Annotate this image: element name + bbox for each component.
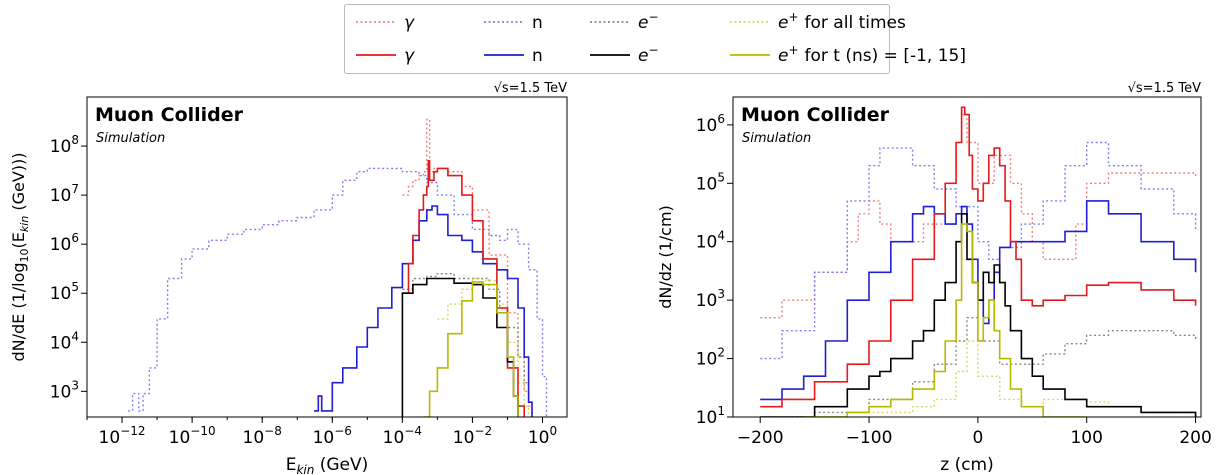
legend-label: e− [638,43,659,66]
y-tick-label: 103 [696,287,725,311]
energy-label: √s=1.5 TeV [494,81,567,96]
x-tick-label: −200 [737,428,784,448]
y-tick-label: 105 [50,280,79,304]
legend-label: e+ for all times [778,10,906,33]
legend-label: γ [404,46,415,66]
x-tick-label: 10−12 [99,424,146,448]
x-tick-label: 100 [528,424,557,448]
x-tick-label: 10−8 [243,424,282,448]
series-e-_all-right [760,317,1197,417]
series-e+_all-left [437,277,530,417]
series-gamma_t-right [760,106,1197,408]
y-tick-label: 104 [50,329,79,353]
series-gamma_all-right [760,113,1197,319]
series-n_t-left [314,205,533,417]
y-tick-label: 101 [696,404,725,428]
y-axis-label: dN/dE (1/log10(Ekin (GeV))) [9,152,31,361]
series-e+_t-right [803,223,1087,417]
y-tick-label: 102 [696,346,725,370]
series-n_all-left [128,167,548,417]
series-gamma_t-left [402,160,525,417]
series-e-_t-left [401,277,519,417]
series-e-_all-left [402,273,533,417]
legend-label: γ [404,13,415,33]
panel-title: Muon Collider [741,104,890,126]
series-gamma_all-left [402,118,533,417]
x-tick-label: 10−6 [313,424,352,448]
x-tick-label: 10−4 [383,424,422,448]
series-n_all-right [760,141,1197,360]
panel-subtitle: Simulation [96,131,165,146]
plot-frame [732,96,1202,418]
x-tick-label: 200 [1179,428,1211,448]
panel-title: Muon Collider [95,104,244,126]
panel-subtitle: Simulation [742,131,811,146]
y-axis-label: dN/dz (1/cm) [656,205,675,309]
y-tick-label: 108 [50,133,79,157]
energy-label: √s=1.5 TeV [1128,81,1201,96]
legend-content: γγ nn e− e− e+ for all times e+ for t (ns) = [-… [356,10,966,66]
y-tick-label: 103 [50,378,79,402]
legend-label: e+ for t (ns) = [-1, 15] [778,43,966,66]
legend [344,4,890,74]
x-axis-label: Ekin (GeV) [286,455,369,475]
right-panel: −200 −100 0 100 200 Muon Collider Simulation √s… [656,81,1212,475]
legend-label: n [532,13,543,33]
x-tick-label: 0 [972,428,983,448]
x-tick-label: −100 [846,428,893,448]
series-e+_t-left [423,281,519,417]
legend-label: e− [638,10,659,33]
y-tick-label: 105 [696,170,725,194]
series-n_t-right [760,200,1197,401]
y-tick-label: 107 [50,182,79,206]
x-axis-label: z (cm) [940,455,994,475]
x-tick-label: 100 [1070,428,1102,448]
y-tick-label: 106 [50,231,79,255]
legend-label: n [532,46,543,66]
y-tick-label: 106 [696,112,725,136]
left-panel: Muon Collider Simulation √s=1.5 TeV Ekin (G… [9,81,568,475]
x-tick-label: 10−2 [453,424,492,448]
y-tick-label: 104 [696,229,725,253]
x-tick-label: 10−10 [169,424,216,448]
plot-frame [86,96,568,418]
